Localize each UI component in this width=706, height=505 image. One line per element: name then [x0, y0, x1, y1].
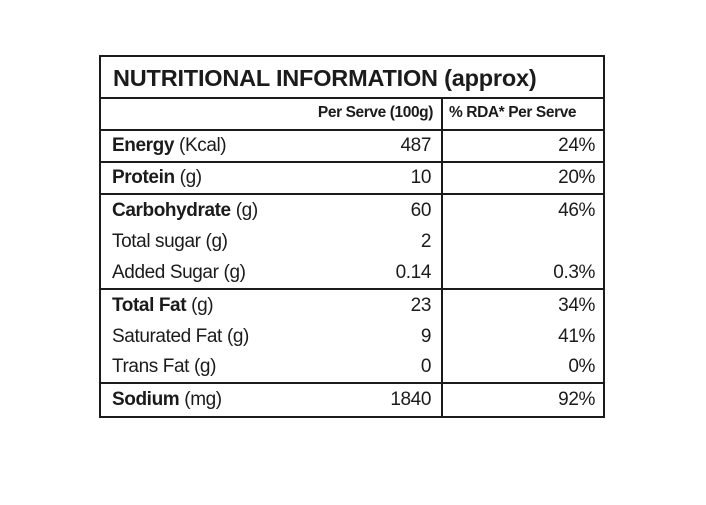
nutrient-label: Saturated Fat	[112, 325, 222, 347]
nutrient-row-protein: Protein (g) 10 20%	[101, 163, 603, 195]
rda-value: 92%	[558, 389, 595, 410]
nutrition-title: NUTRITIONAL INFORMATION (approx)	[101, 57, 603, 99]
rda-value: 41%	[558, 325, 595, 347]
nutrient-label: Trans Fat	[112, 356, 189, 377]
nutrient-name: Energy (Kcal)	[112, 131, 322, 161]
rda-value: 20%	[558, 167, 595, 188]
nutrient-name: Saturated Fat (g)	[112, 321, 322, 352]
nutrient-name: Trans Fat (g)	[112, 352, 322, 382]
nutrient-unit: (mg)	[184, 389, 222, 410]
nutrient-row-carbohydrate: Carbohydrate (g) 60 46%	[101, 195, 603, 226]
nutrient-name: Carbohydrate (g)	[112, 195, 322, 226]
nutrient-name: Sodium (mg)	[112, 384, 322, 416]
nutrient-unit: (g)	[191, 294, 214, 316]
nutrient-row-total-sugar: Total sugar (g) 2	[101, 226, 603, 257]
nutrient-name: Total Fat (g)	[112, 290, 322, 321]
rda-header: % RDA* Per Serve	[449, 104, 577, 121]
column-divider	[441, 97, 443, 416]
per-serve-value: 10	[410, 167, 432, 188]
per-serve-value: 2	[420, 230, 432, 252]
nutrient-unit: (Kcal)	[179, 135, 227, 156]
rda-value: 0%	[568, 356, 595, 377]
nutrition-panel: NUTRITIONAL INFORMATION (approx) Per Ser…	[99, 55, 605, 418]
per-serve-value: 0.14	[395, 261, 432, 283]
rda-value: 34%	[558, 294, 595, 316]
nutrient-unit: (g)	[223, 261, 246, 283]
nutrient-name: Added Sugar (g)	[112, 257, 322, 288]
per-serve-value: 0	[420, 356, 432, 377]
nutrient-unit: (g)	[194, 356, 217, 377]
nutrient-label: Protein	[112, 167, 175, 188]
nutrient-row-saturated-fat: Saturated Fat (g) 9 41%	[101, 321, 603, 352]
per-serve-header: Per Serve (100g)	[317, 104, 433, 121]
nutrient-label: Total sugar	[112, 230, 201, 252]
nutrient-label: Added Sugar	[112, 261, 219, 283]
nutrient-unit: (g)	[235, 199, 258, 221]
nutrient-unit: (g)	[179, 167, 202, 188]
nutrient-name: Total sugar (g)	[112, 226, 322, 257]
nutrient-name: Protein (g)	[112, 163, 322, 193]
per-serve-value: 487	[400, 135, 431, 156]
nutrient-row-energy: Energy (Kcal) 487 24%	[101, 131, 603, 163]
nutrient-row-sodium: Sodium (mg) 1840 92%	[101, 384, 603, 416]
rda-value: 46%	[558, 199, 595, 221]
nutrient-row-total-fat: Total Fat (g) 23 34%	[101, 290, 603, 321]
per-serve-value: 60	[410, 199, 432, 221]
nutrient-label: Sodium	[112, 389, 180, 410]
rda-value	[445, 226, 595, 257]
per-serve-value: 1840	[390, 389, 431, 410]
nutrient-unit: (g)	[205, 230, 228, 252]
nutrient-row-added-sugar: Added Sugar (g) 0.14 0.3%	[101, 257, 603, 290]
per-serve-value: 23	[410, 294, 432, 316]
nutrient-label: Carbohydrate	[112, 199, 231, 221]
nutrient-label: Energy	[112, 135, 175, 156]
nutrient-unit: (g)	[226, 325, 249, 347]
nutrient-label: Total Fat	[112, 294, 187, 316]
per-serve-value: 9	[420, 325, 432, 347]
rda-value: 0.3%	[553, 261, 595, 283]
header-row: Per Serve (100g) % RDA* Per Serve	[101, 97, 603, 131]
rda-value: 24%	[558, 135, 595, 156]
nutrient-row-trans-fat: Trans Fat (g) 0 0%	[101, 352, 603, 384]
